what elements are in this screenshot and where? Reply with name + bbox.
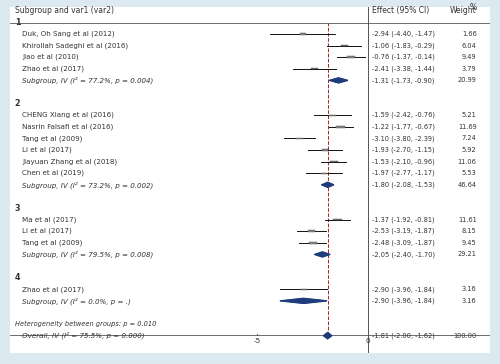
Text: -1.53 (-2.10, -0.96): -1.53 (-2.10, -0.96) (372, 158, 435, 165)
Bar (300, 289, 306, 290)
Text: -3.10 (-3.80, -2.39): -3.10 (-3.80, -2.39) (372, 135, 435, 142)
Text: Tang et al (2009): Tang et al (2009) (22, 135, 82, 142)
Text: 5.53: 5.53 (462, 170, 476, 176)
Text: -2.90 (-3.96, -1.84): -2.90 (-3.96, -1.84) (372, 286, 435, 293)
Text: -1.81 (-2.00, -1.62): -1.81 (-2.00, -1.62) (372, 332, 436, 339)
Text: -0.76 (-1.37, -0.14): -0.76 (-1.37, -0.14) (372, 54, 436, 60)
Text: -1.97 (-2.77, -1.17): -1.97 (-2.77, -1.17) (372, 170, 435, 177)
Bar (309, 242, 317, 244)
Text: 9.45: 9.45 (462, 240, 476, 246)
Bar (308, 230, 316, 232)
Text: Heterogeneity between groups: p = 0.010: Heterogeneity between groups: p = 0.010 (15, 321, 156, 327)
Text: Tang et al (2009): Tang et al (2009) (22, 240, 82, 246)
Text: -2.48 (-3.09, -1.87): -2.48 (-3.09, -1.87) (372, 240, 436, 246)
Text: Li et al (2017): Li et al (2017) (22, 147, 72, 153)
Text: 7.24: 7.24 (462, 135, 476, 141)
Polygon shape (314, 252, 330, 257)
Text: 5.21: 5.21 (462, 112, 476, 118)
Text: 3: 3 (15, 203, 20, 213)
Text: 2: 2 (15, 99, 20, 108)
Text: 5.92: 5.92 (462, 147, 476, 153)
Text: Effect (95% CI): Effect (95% CI) (372, 6, 430, 15)
Text: 1.66: 1.66 (462, 31, 476, 37)
Text: 1: 1 (15, 18, 20, 27)
Text: Ma et al (2017): Ma et al (2017) (22, 216, 76, 223)
Text: Chen et al (2019): Chen et al (2019) (22, 170, 84, 177)
Text: -2.94 (-4.40, -1.47): -2.94 (-4.40, -1.47) (372, 31, 436, 37)
Text: Khirollah Sadeghi et al (2016): Khirollah Sadeghi et al (2016) (22, 42, 128, 49)
Polygon shape (330, 78, 347, 83)
Text: Jiayuan Zhang et al (2018): Jiayuan Zhang et al (2018) (22, 158, 117, 165)
Text: -1.37 (-1.92, -0.81): -1.37 (-1.92, -0.81) (372, 216, 435, 223)
Text: -1.93 (-2.70, -1.15): -1.93 (-2.70, -1.15) (372, 147, 435, 153)
Text: Duk, Oh Sang et al (2012): Duk, Oh Sang et al (2012) (22, 31, 114, 37)
Bar (320, 173, 328, 174)
Text: Subgroup, IV (I² = 73.2%, p = 0.002): Subgroup, IV (I² = 73.2%, p = 0.002) (22, 181, 153, 189)
Text: -2.90 (-3.96, -1.84): -2.90 (-3.96, -1.84) (372, 298, 435, 304)
Text: -1.06 (-1.83, -0.29): -1.06 (-1.83, -0.29) (372, 42, 435, 49)
Text: -5: -5 (254, 338, 261, 344)
Bar (300, 33, 306, 35)
Text: Subgroup, IV (I² = 0.0%, p = .): Subgroup, IV (I² = 0.0%, p = .) (22, 297, 131, 305)
Bar (322, 149, 328, 151)
Text: Weight: Weight (450, 7, 476, 15)
Text: Subgroup, IV (I² = 79.5%, p = 0.008): Subgroup, IV (I² = 79.5%, p = 0.008) (22, 251, 153, 258)
Bar (330, 161, 338, 162)
Text: 3.16: 3.16 (462, 298, 476, 304)
Text: 8.15: 8.15 (462, 228, 476, 234)
Text: 6.04: 6.04 (462, 43, 476, 48)
Text: Nasrin Falsafi et al (2016): Nasrin Falsafi et al (2016) (22, 123, 113, 130)
Bar (333, 219, 342, 221)
Text: Subgroup and var1 (var2): Subgroup and var1 (var2) (15, 6, 114, 15)
Text: 3.16: 3.16 (462, 286, 476, 292)
Polygon shape (324, 333, 332, 339)
Text: Zhao et al (2017): Zhao et al (2017) (22, 66, 84, 72)
Text: 9.49: 9.49 (462, 54, 476, 60)
Text: -1.31 (-1.73, -0.90): -1.31 (-1.73, -0.90) (372, 77, 435, 84)
Text: Overall, IV (I² = 75.5%, p = 0.000): Overall, IV (I² = 75.5%, p = 0.000) (22, 332, 144, 339)
Text: 100.00: 100.00 (454, 333, 476, 339)
Bar (347, 56, 354, 58)
Text: -1.22 (-1.77, -0.67): -1.22 (-1.77, -0.67) (372, 123, 436, 130)
Bar (329, 115, 336, 116)
Bar (311, 68, 318, 70)
Polygon shape (280, 298, 327, 304)
Bar (336, 126, 345, 128)
Text: 3.79: 3.79 (462, 66, 476, 72)
Text: -2.05 (-2.40, -1.70): -2.05 (-2.40, -1.70) (372, 251, 436, 258)
Text: 11.69: 11.69 (458, 124, 476, 130)
Text: -2.53 (-3.19, -1.87): -2.53 (-3.19, -1.87) (372, 228, 435, 234)
Bar (296, 138, 303, 139)
Text: Jiao et al (2010): Jiao et al (2010) (22, 54, 78, 60)
Bar (340, 45, 347, 46)
Text: CHENG Xiang et al (2016): CHENG Xiang et al (2016) (22, 112, 114, 118)
Text: 46.64: 46.64 (458, 182, 476, 188)
Polygon shape (322, 182, 334, 187)
Text: Zhao et al (2017): Zhao et al (2017) (22, 286, 84, 293)
Text: %: % (470, 3, 476, 12)
Text: 11.06: 11.06 (458, 159, 476, 165)
Text: -2.41 (-3.38, -1.44): -2.41 (-3.38, -1.44) (372, 66, 435, 72)
Text: 20.99: 20.99 (458, 78, 476, 83)
Text: Li et al (2017): Li et al (2017) (22, 228, 72, 234)
Text: -1.59 (-2.42, -0.76): -1.59 (-2.42, -0.76) (372, 112, 436, 118)
Text: Subgroup, IV (I² = 77.2%, p = 0.004): Subgroup, IV (I² = 77.2%, p = 0.004) (22, 77, 153, 84)
Text: 4: 4 (15, 273, 20, 282)
Text: 0: 0 (366, 338, 370, 344)
Text: 11.61: 11.61 (458, 217, 476, 223)
Text: 29.21: 29.21 (458, 252, 476, 257)
Text: -1.80 (-2.08, -1.53): -1.80 (-2.08, -1.53) (372, 182, 436, 188)
